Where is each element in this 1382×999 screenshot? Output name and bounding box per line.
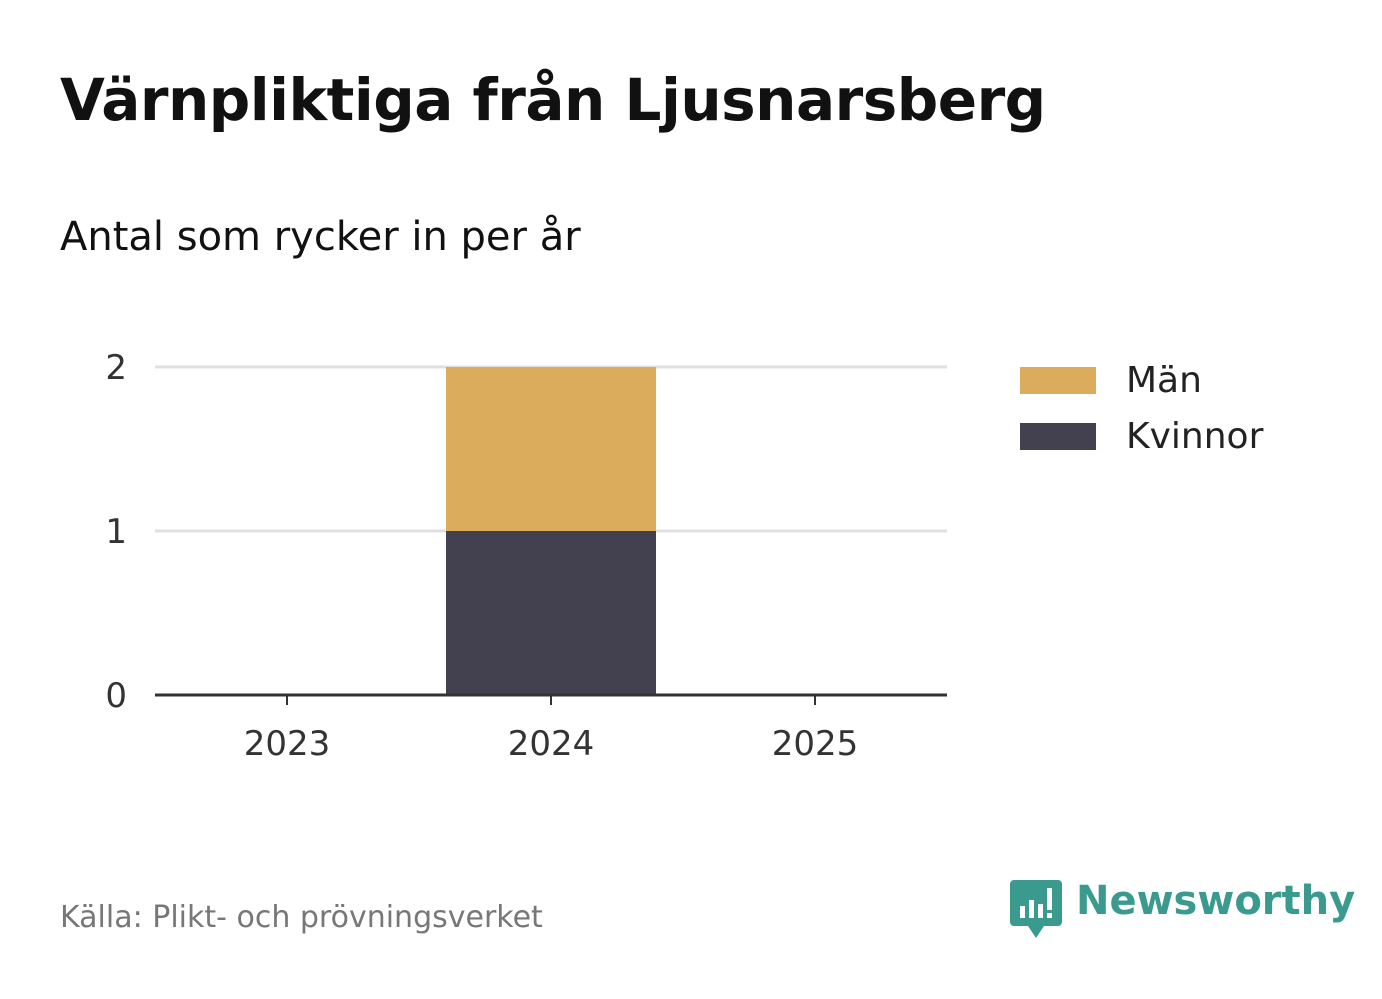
- chart-legend: Män Kvinnor: [1020, 352, 1263, 464]
- legend-label-kvinnor: Kvinnor: [1126, 415, 1264, 457]
- y-tick-label: 0: [105, 676, 127, 716]
- newsworthy-logo: Newsworthy: [1010, 878, 1356, 940]
- y-tick-label: 1: [105, 512, 127, 552]
- x-tick-label: 2023: [244, 724, 331, 764]
- legend-swatch-kvinnor: [1020, 422, 1096, 450]
- newsworthy-bar-chart-icon: [1010, 880, 1062, 938]
- legend-label-man: Män: [1126, 359, 1202, 401]
- y-tick-label: 2: [105, 348, 127, 388]
- chart-subtitle: Antal som rycker in per år: [60, 214, 581, 260]
- bar-segment-kvinnor: [446, 531, 656, 695]
- legend-swatch-man: [1020, 366, 1096, 394]
- brand-name: Newsworthy: [1076, 878, 1356, 924]
- legend-item-kvinnor: Kvinnor: [1020, 408, 1263, 464]
- chart-title: Värnpliktiga från Ljusnarsberg: [60, 66, 1046, 134]
- x-tick-label: 2024: [508, 724, 595, 764]
- bar-segment-mn: [446, 367, 656, 531]
- x-tick-label: 2025: [772, 724, 859, 764]
- source-note: Källa: Plikt- och prövningsverket: [60, 900, 543, 935]
- legend-item-man: Män: [1020, 352, 1263, 408]
